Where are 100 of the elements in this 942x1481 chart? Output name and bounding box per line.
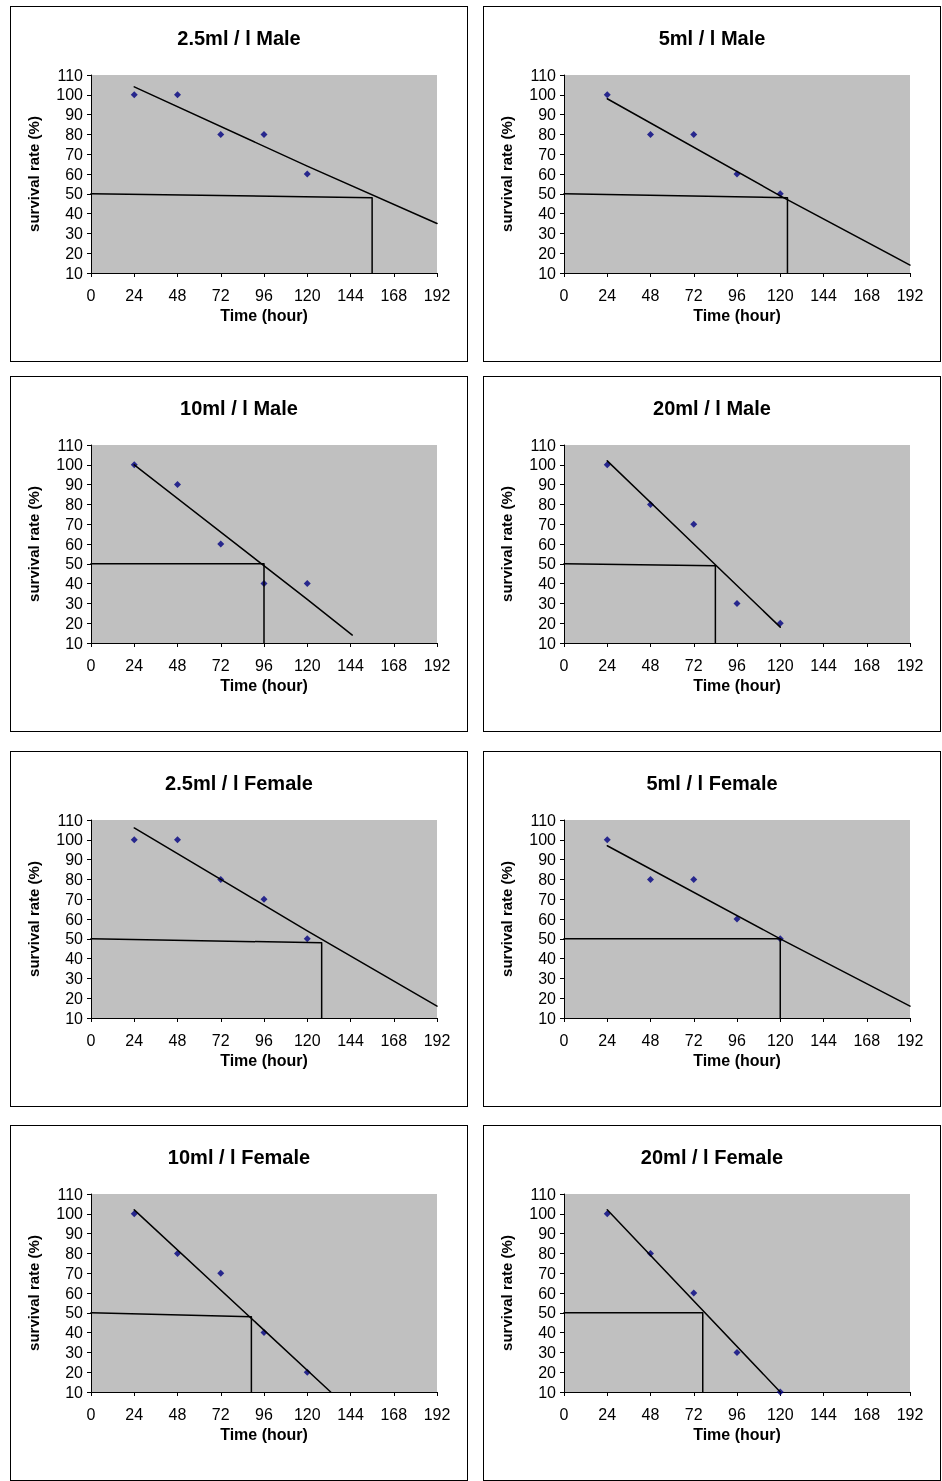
- y-axis-title: survival rate (%): [25, 486, 42, 602]
- y-tick-label: 20: [65, 1363, 84, 1381]
- y-tick-label: 100: [56, 831, 84, 849]
- x-tick-label: 168: [853, 286, 881, 304]
- x-tick-label: 144: [337, 286, 364, 304]
- x-tick-label: 120: [766, 286, 794, 304]
- y-tick-label: 40: [65, 575, 84, 593]
- y-tick-label: 30: [65, 1343, 84, 1361]
- x-tick-label: 144: [810, 656, 837, 674]
- x-tick-label: 120: [293, 1031, 321, 1049]
- chart-title: 10ml / l Male: [180, 397, 298, 419]
- y-tick-label: 110: [57, 811, 84, 829]
- x-tick-label: 96: [728, 286, 746, 304]
- x-tick-label: 96: [255, 1031, 273, 1049]
- x-tick-label: 120: [293, 1405, 321, 1423]
- y-tick-label: 30: [65, 594, 84, 612]
- y-tick-label: 30: [538, 224, 557, 242]
- y-tick-label: 80: [65, 870, 84, 888]
- y-tick-label: 50: [65, 930, 84, 948]
- y-tick-label: 60: [65, 1284, 84, 1302]
- x-tick-label: 24: [598, 286, 617, 304]
- y-tick-label: 80: [538, 495, 557, 513]
- y-tick-label: 60: [538, 910, 557, 928]
- y-tick-label: 50: [65, 1304, 84, 1322]
- x-tick-label: 72: [684, 286, 703, 304]
- x-tick-label: 24: [598, 656, 617, 674]
- y-tick-label: 80: [65, 1244, 84, 1262]
- x-tick-label: 120: [766, 1031, 794, 1049]
- x-tick-label: 0: [559, 1031, 569, 1049]
- x-tick-label: 24: [125, 1405, 144, 1423]
- chart-title: 10ml / l Female: [167, 1146, 311, 1168]
- y-tick-label: 110: [530, 1185, 557, 1203]
- y-tick-label: 30: [538, 594, 557, 612]
- x-tick-label: 0: [559, 656, 569, 674]
- x-tick-label: 24: [598, 1405, 617, 1423]
- y-tick-label: 110: [530, 66, 557, 84]
- y-axis-title: survival rate (%): [498, 1235, 515, 1351]
- y-tick-label: 90: [65, 106, 84, 124]
- y-tick-label: 10: [538, 634, 557, 652]
- x-tick-label: 96: [255, 656, 273, 674]
- y-tick-label: 90: [65, 851, 84, 869]
- x-axis-title: Time (hour): [693, 677, 781, 695]
- x-tick-label: 48: [641, 1405, 660, 1423]
- y-tick-label: 20: [538, 989, 557, 1007]
- x-tick-label: 24: [598, 1031, 617, 1049]
- y-tick-label: 20: [538, 1363, 557, 1381]
- x-tick-label: 192: [423, 656, 451, 674]
- x-tick-label: 96: [728, 1031, 746, 1049]
- y-tick-label: 40: [538, 1324, 557, 1342]
- y-tick-label: 70: [65, 145, 84, 163]
- y-tick-label: 40: [538, 950, 557, 968]
- y-axis-title: survival rate (%): [498, 486, 515, 602]
- x-axis-title: Time (hour): [220, 677, 308, 695]
- x-tick-label: 144: [337, 1031, 364, 1049]
- x-tick-label: 192: [423, 286, 451, 304]
- x-tick-label: 72: [684, 1405, 703, 1423]
- x-axis-title: Time (hour): [693, 1052, 781, 1070]
- x-tick-label: 120: [293, 656, 321, 674]
- y-tick-label: 90: [65, 476, 84, 494]
- y-tick-label: 50: [538, 1304, 557, 1322]
- x-axis-title: Time (hour): [220, 1426, 308, 1444]
- y-tick-label: 70: [65, 890, 84, 908]
- y-tick-label: 80: [65, 125, 84, 143]
- y-tick-label: 40: [538, 575, 557, 593]
- y-tick-label: 60: [65, 910, 84, 928]
- x-tick-label: 168: [380, 656, 408, 674]
- y-tick-label: 70: [538, 145, 557, 163]
- x-tick-label: 0: [559, 1405, 569, 1423]
- x-tick-label: 48: [168, 286, 187, 304]
- x-tick-label: 144: [337, 656, 364, 674]
- y-tick-label: 60: [65, 535, 84, 553]
- x-axis-title: Time (hour): [220, 1052, 308, 1070]
- x-tick-label: 144: [810, 1031, 837, 1049]
- y-tick-label: 100: [529, 1205, 557, 1223]
- y-axis-title: survival rate (%): [498, 861, 515, 977]
- y-tick-label: 100: [56, 86, 84, 104]
- x-tick-label: 48: [168, 656, 187, 674]
- y-axis-title: survival rate (%): [25, 861, 42, 977]
- x-tick-label: 144: [810, 1405, 837, 1423]
- x-tick-label: 168: [853, 1031, 881, 1049]
- y-tick-label: 10: [65, 634, 84, 652]
- y-tick-label: 60: [65, 165, 84, 183]
- y-tick-label: 30: [65, 224, 84, 242]
- y-tick-label: 60: [538, 1284, 557, 1302]
- y-tick-label: 110: [530, 811, 557, 829]
- y-tick-label: 20: [65, 614, 84, 632]
- x-tick-label: 0: [86, 656, 96, 674]
- y-tick-label: 30: [65, 969, 84, 987]
- y-tick-label: 10: [538, 264, 557, 282]
- x-tick-label: 72: [211, 286, 230, 304]
- x-tick-label: 192: [896, 1031, 924, 1049]
- y-tick-label: 50: [538, 555, 557, 573]
- y-tick-label: 50: [538, 930, 557, 948]
- x-tick-label: 144: [810, 286, 837, 304]
- y-tick-label: 10: [538, 1383, 557, 1401]
- y-tick-label: 70: [538, 890, 557, 908]
- y-tick-label: 90: [65, 1225, 84, 1243]
- x-tick-label: 168: [380, 286, 408, 304]
- y-tick-label: 60: [538, 535, 557, 553]
- y-tick-label: 50: [538, 185, 557, 203]
